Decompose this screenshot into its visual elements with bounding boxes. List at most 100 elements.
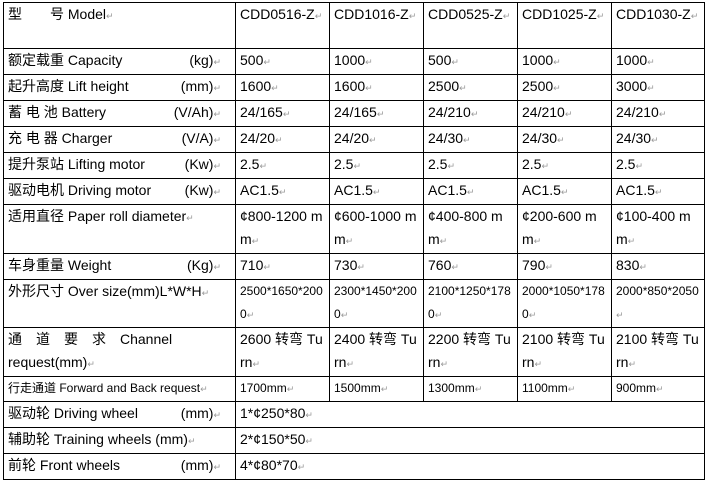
- spec-name: 前轮 Front wheels: [8, 457, 121, 473]
- header-row: 型 号 Model CDD0516-Z CDD1016-Z CDD0525-Z CDD1…: [3, 2, 705, 49]
- spec-unit: (Kg): [187, 255, 231, 279]
- spec-value: 1000: [334, 52, 373, 68]
- spec-value-cell: 2500*1650*2000: [235, 279, 330, 328]
- header-cell: 型 号 Model: [3, 2, 236, 49]
- spec-value: 2.5: [616, 156, 643, 172]
- spec-value: 2500*1650*2000: [240, 284, 323, 321]
- model-cell: CDD1025-Z: [517, 2, 612, 49]
- spec-value-cell: 24/30: [423, 126, 518, 153]
- spec-value: AC1.5: [522, 182, 568, 198]
- spec-value: 2200 转弯 Turn: [428, 331, 511, 370]
- spec-value: 1300mm: [428, 381, 482, 395]
- spec-value: 2000*1050*1780: [522, 284, 605, 321]
- spec-value: 1600: [334, 78, 373, 94]
- spec-value-cell: 1300mm: [423, 376, 518, 402]
- spec-value: 500: [428, 52, 459, 68]
- spec-value-cell: 2400 转弯 Turn: [329, 327, 424, 377]
- spec-value-cell: 24/210: [517, 100, 612, 127]
- spec-value: 24/165: [334, 104, 384, 120]
- spec-name: 驱动轮 Driving wheel: [8, 405, 138, 421]
- spec-value: 2600 转弯 Turn: [240, 331, 323, 370]
- spec-name: 行走通道 Forward and Back request: [8, 381, 208, 395]
- spec-label-cell: 前轮 Front wheels (mm): [3, 453, 236, 480]
- spec-value-cell: 1500mm: [329, 376, 424, 402]
- spec-value-cell: 2.5: [517, 152, 612, 179]
- spec-name: 充 电 器 Charger: [8, 130, 113, 146]
- spec-name: 辅助轮 Training wheels (mm): [8, 431, 196, 447]
- spec-row: 行走通道 Forward and Back request 1700mm 1500m…: [3, 376, 705, 402]
- spec-value: 2500: [428, 78, 467, 94]
- spec-row: 适用直径 Paper roll diameter ¢800-1200 mm ¢600…: [3, 204, 705, 254]
- spec-unit: (V/A): [182, 128, 231, 152]
- spec-name: 蓄 电 池 Battery: [8, 104, 107, 120]
- spec-value: ¢800-1200 mm: [240, 208, 323, 247]
- spec-value-cell: 2100*1250*1780: [423, 279, 518, 328]
- spec-value: 2100*1250*1780: [428, 284, 511, 321]
- spec-value-cell: ¢100-400 mm: [611, 204, 705, 254]
- spec-value: 500: [240, 52, 271, 68]
- spec-value: 1000: [522, 52, 561, 68]
- spec-value: ¢100-400 mm: [616, 208, 691, 247]
- spec-unit: (mm): [181, 76, 231, 100]
- spec-value: 24/20: [334, 130, 377, 146]
- spec-value-cell: 790: [517, 253, 612, 280]
- spec-value-cell: 730: [329, 253, 424, 280]
- spec-value-cell: 500: [235, 48, 330, 75]
- spec-value-cell: ¢600-1000 mm: [329, 204, 424, 254]
- spec-unit: (Kw): [185, 154, 231, 178]
- spec-unit: (Kw): [185, 180, 231, 204]
- spec-value-cell: AC1.5: [517, 178, 612, 205]
- spec-value-cell: ¢800-1200 mm: [235, 204, 330, 254]
- spec-value: 730: [334, 257, 365, 273]
- spec-label-cell: 外形尺寸 Over size(mm)L*W*H: [3, 279, 236, 328]
- spec-value: 900mm: [616, 381, 664, 395]
- spec-value-cell: AC1.5: [329, 178, 424, 205]
- spec-label-cell: 额定载重 Capacity (kg): [3, 48, 236, 75]
- spec-value-cell: 24/210: [611, 100, 705, 127]
- spec-value: 3000: [616, 78, 655, 94]
- spec-value-cell: 2500: [423, 74, 518, 101]
- spec-label-cell: 车身重量 Weight (Kg): [3, 253, 236, 280]
- spec-value-cell: ¢400-800 mm: [423, 204, 518, 254]
- spec-table: 型 号 Model CDD0516-Z CDD1016-Z CDD0525-Z CDD1…: [3, 2, 705, 480]
- model-name: CDD1025-Z: [522, 6, 604, 22]
- spec-value-cell: 2*¢150*50: [235, 427, 705, 454]
- spec-value: AC1.5: [428, 182, 474, 198]
- spec-value: 2100 转弯 Turn: [522, 331, 605, 370]
- spec-name: 提升泵站 Lifting motor: [8, 156, 145, 172]
- spec-value: 2.5: [428, 156, 455, 172]
- spec-value-cell: 500: [423, 48, 518, 75]
- model-name: CDD0516-Z: [240, 6, 322, 22]
- spec-value-cell: AC1.5: [611, 178, 705, 205]
- spec-value: 2.5: [240, 156, 267, 172]
- spec-value-cell: 24/165: [235, 100, 330, 127]
- spec-value: 24/210: [522, 104, 572, 120]
- spec-value-cell: 2200 转弯 Turn: [423, 327, 518, 377]
- spec-label-cell: 驱动轮 Driving wheel (mm): [3, 401, 236, 428]
- spec-value-cell: 710: [235, 253, 330, 280]
- spec-value-cell: 760: [423, 253, 518, 280]
- spec-value-cell: 2.5: [423, 152, 518, 179]
- spec-value: 4*¢80*70: [240, 457, 305, 473]
- spec-value: 2500: [522, 78, 561, 94]
- spec-value-cell: 2500: [517, 74, 612, 101]
- spec-row: 额定载重 Capacity (kg) 500 1000 500 1000 1000: [3, 48, 705, 75]
- spec-value: 2300*1450*2000: [334, 284, 417, 321]
- spec-value-cell: 1*¢250*80: [235, 401, 705, 428]
- spec-row: 驱动电机 Driving motor (Kw) AC1.5 AC1.5 AC1.5 AC1…: [3, 178, 705, 205]
- spec-value: 790: [522, 257, 553, 273]
- spec-value-cell: 24/30: [611, 126, 705, 153]
- spec-row: 蓄 电 池 Battery (V/Ah) 24/165 24/165 24/210 24/…: [3, 100, 705, 127]
- model-name: CDD1016-Z: [334, 6, 416, 22]
- spec-label-cell: 起升高度 Lift height (mm): [3, 74, 236, 101]
- spec-value: 24/210: [428, 104, 478, 120]
- spec-value: 2100 转弯 Turn: [616, 331, 699, 370]
- spec-value-cell: 1000: [611, 48, 705, 75]
- spec-value-cell: 1700mm: [235, 376, 330, 402]
- spec-unit: (kg): [189, 50, 231, 74]
- spec-value-cell: 1100mm: [517, 376, 612, 402]
- spec-value: ¢600-1000 mm: [334, 208, 417, 247]
- spec-name: 起升高度 Lift height: [8, 78, 129, 94]
- spec-value-cell: 2100 转弯 Turn: [517, 327, 612, 377]
- spec-label-cell: 蓄 电 池 Battery (V/Ah): [3, 100, 236, 127]
